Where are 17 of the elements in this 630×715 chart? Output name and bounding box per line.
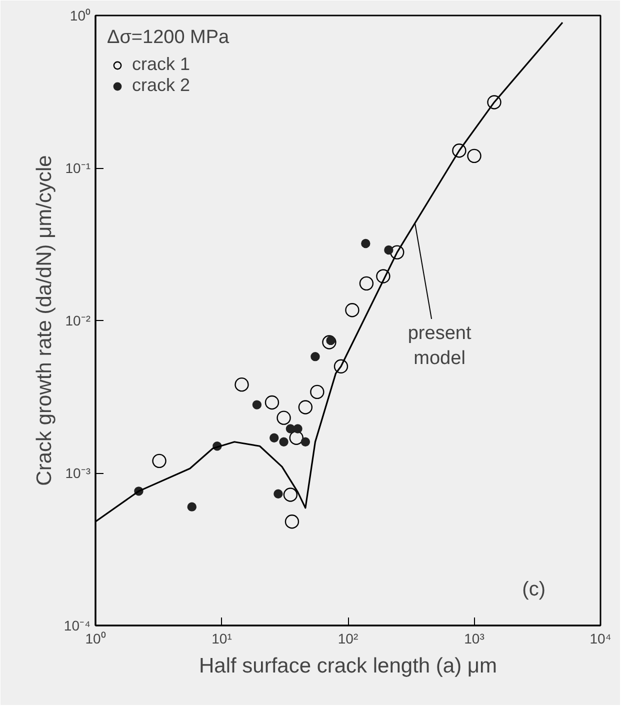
annotation: present model — [408, 322, 472, 370]
x-tick-label: 10⁰ — [85, 630, 106, 646]
y-tick-label: 10⁻² — [65, 312, 91, 328]
y-tick-label: 10⁰ — [70, 8, 91, 24]
y-tick-label: 10⁻¹ — [65, 160, 91, 176]
x-tick-label: 10⁴ — [590, 630, 612, 646]
annotation: (c) — [522, 578, 546, 600]
legend-label: crack 1 — [132, 54, 190, 75]
x-tick-label: 10² — [338, 630, 358, 646]
y-axis-title: Crack growth rate (da/dN) μm/cycle — [32, 155, 56, 486]
x-axis-title: Half surface crack length (a) μm — [198, 654, 498, 678]
x-tick-label: 10¹ — [212, 630, 232, 646]
legend-title: Δσ=1200 MPa — [107, 27, 230, 49]
y-tick-label: 10⁻³ — [65, 465, 91, 481]
x-tick-label: 10³ — [464, 630, 485, 646]
legend-label: crack 2 — [132, 75, 190, 96]
y-tick-label: 10⁻⁴ — [64, 618, 91, 634]
